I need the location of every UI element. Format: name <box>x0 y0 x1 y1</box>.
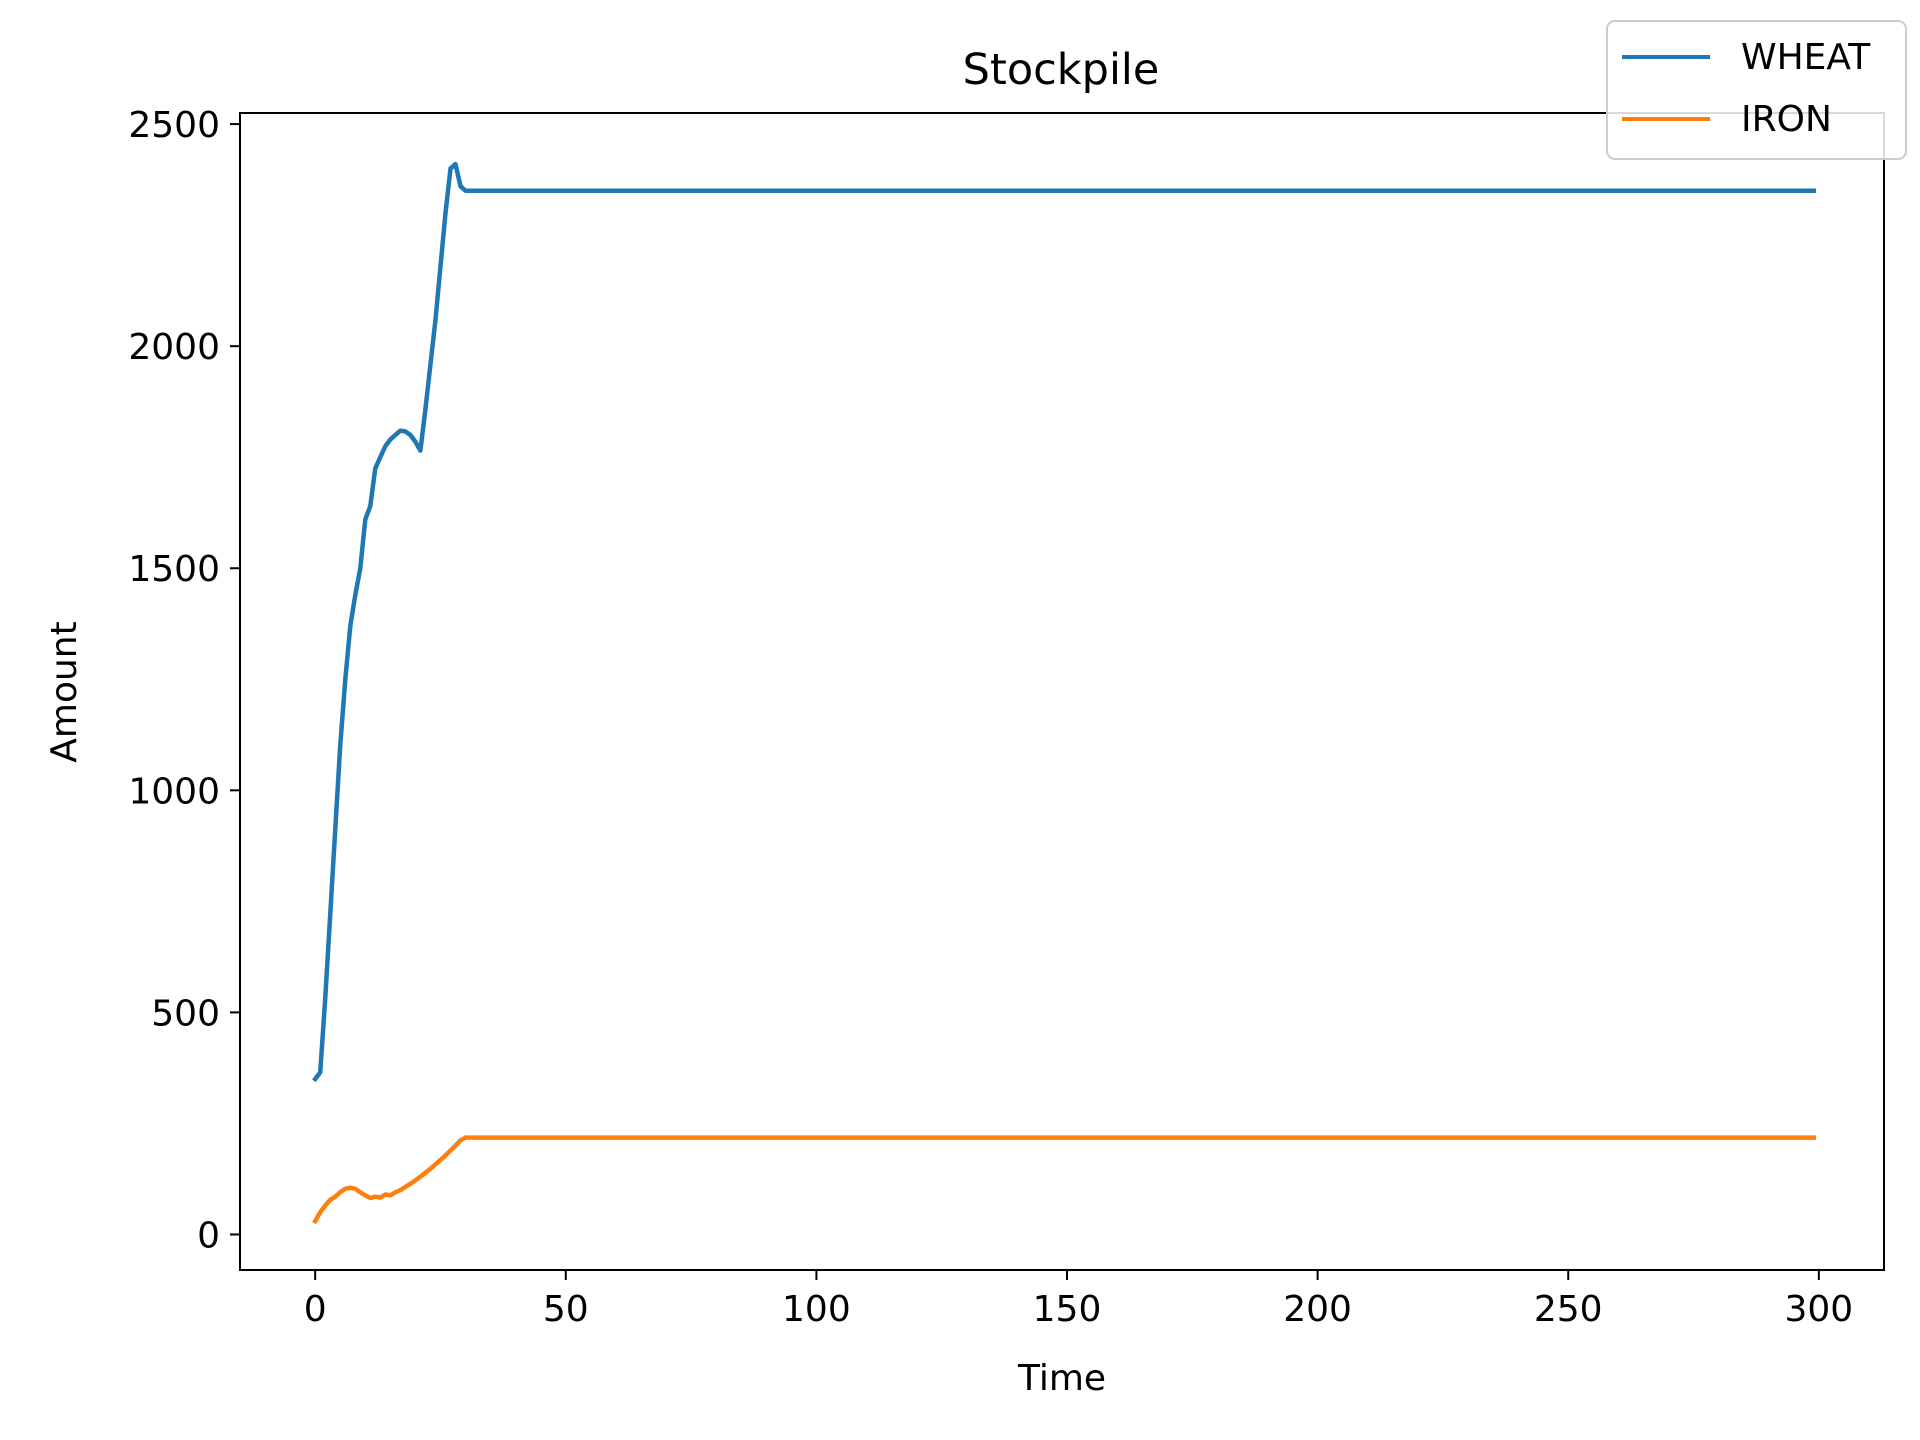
x-tick-label: 300 <box>1784 1289 1853 1330</box>
x-tick-label: 50 <box>543 1289 589 1330</box>
legend-label-wheat: WHEAT <box>1741 37 1871 78</box>
legend: WHEAT IRON <box>1606 20 1907 160</box>
plot-frame <box>239 112 1885 1271</box>
y-tick-label: 1500 <box>128 549 220 590</box>
y-tick-label: 2000 <box>128 327 220 368</box>
plot-area <box>239 112 1885 1271</box>
chart-title: Stockpile <box>963 45 1160 95</box>
series-line-iron <box>312 1135 1817 1225</box>
y-axis-label: Amount <box>44 621 85 762</box>
y-tick-label: 0 <box>197 1215 220 1256</box>
x-tick-label: 250 <box>1534 1289 1603 1330</box>
x-tick-label: 100 <box>782 1289 851 1330</box>
y-tick-label: 1000 <box>128 771 220 812</box>
legend-label-iron: IRON <box>1741 99 1832 140</box>
y-tick-label: 500 <box>151 993 220 1034</box>
x-tick-label: 0 <box>304 1289 327 1330</box>
x-tick-label: 200 <box>1283 1289 1352 1330</box>
series-line-wheat <box>312 161 1817 1083</box>
series-layer <box>312 161 1817 1225</box>
y-tick-label: 2500 <box>128 105 220 146</box>
x-tick-label: 150 <box>1033 1289 1102 1330</box>
y-axis-ticks: 0 500 1000 1500 2000 2500 <box>128 105 240 1256</box>
x-axis-ticks: 0 50 100 150 200 250 300 <box>304 1270 1853 1330</box>
x-axis-label: Time <box>1017 1358 1106 1399</box>
